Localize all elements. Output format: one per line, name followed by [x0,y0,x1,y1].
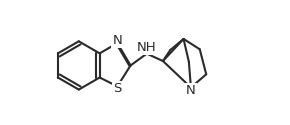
Text: N: N [186,84,196,97]
Text: N: N [113,34,122,47]
Text: S: S [113,82,122,95]
Text: NH: NH [137,41,157,54]
